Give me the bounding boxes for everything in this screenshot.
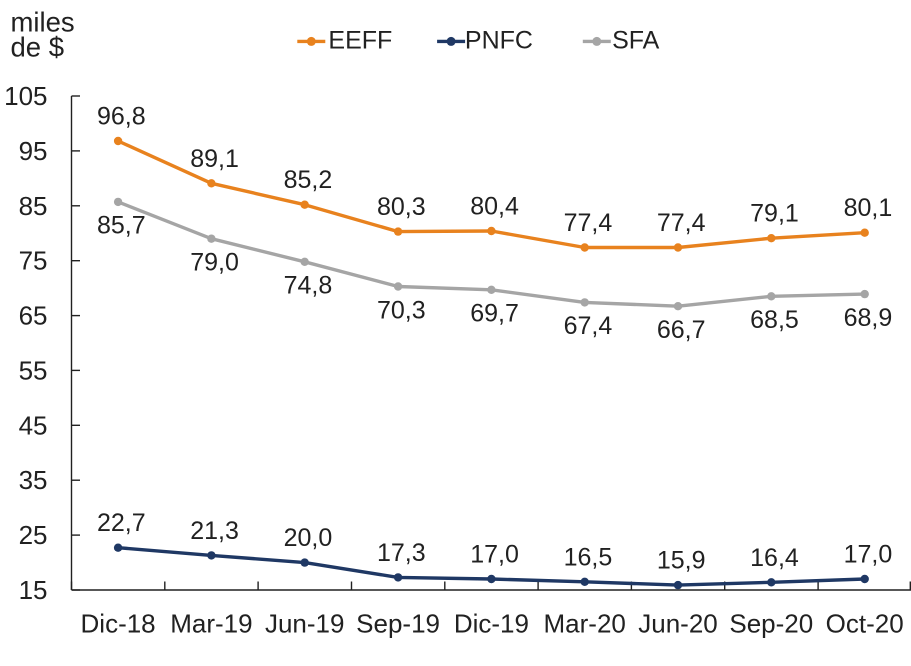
svg-text:Dic-19: Dic-19 — [454, 609, 529, 639]
svg-text:25: 25 — [19, 520, 48, 550]
svg-text:77,4: 77,4 — [564, 209, 613, 237]
svg-text:89,1: 89,1 — [190, 145, 239, 173]
svg-text:22,7: 22,7 — [97, 509, 146, 537]
svg-text:77,4: 77,4 — [657, 209, 706, 237]
svg-text:69,7: 69,7 — [470, 300, 519, 328]
svg-text:66,7: 66,7 — [657, 316, 706, 344]
svg-text:68,5: 68,5 — [750, 306, 799, 334]
svg-text:70,3: 70,3 — [377, 296, 426, 324]
svg-text:74,8: 74,8 — [284, 272, 333, 300]
svg-text:PNFC: PNFC — [465, 27, 533, 55]
svg-text:SFA: SFA — [612, 27, 660, 55]
svg-text:Mar-19: Mar-19 — [170, 609, 252, 639]
svg-text:17,0: 17,0 — [470, 541, 519, 569]
svg-text:EEFF: EEFF — [328, 27, 392, 55]
svg-text:75: 75 — [19, 246, 48, 276]
svg-text:85,2: 85,2 — [284, 166, 333, 194]
svg-text:80,4: 80,4 — [470, 193, 519, 221]
svg-text:21,3: 21,3 — [190, 517, 239, 545]
svg-text:68,9: 68,9 — [844, 304, 893, 332]
svg-text:20,0: 20,0 — [284, 524, 333, 552]
svg-text:16,4: 16,4 — [750, 544, 799, 572]
svg-text:79,0: 79,0 — [190, 249, 239, 277]
svg-text:95: 95 — [19, 136, 48, 166]
svg-text:miles: miles — [11, 6, 75, 37]
svg-text:80,3: 80,3 — [377, 193, 426, 221]
svg-text:Jun-20: Jun-20 — [638, 609, 718, 639]
svg-text:35: 35 — [19, 465, 48, 495]
svg-text:16,5: 16,5 — [564, 543, 613, 571]
svg-text:85,7: 85,7 — [97, 212, 146, 240]
svg-text:15,9: 15,9 — [657, 547, 706, 575]
svg-text:80,1: 80,1 — [844, 194, 893, 222]
svg-text:105: 105 — [4, 81, 47, 111]
svg-text:de $: de $ — [11, 32, 65, 63]
svg-text:55: 55 — [19, 355, 48, 385]
svg-text:Jun-19: Jun-19 — [265, 609, 345, 639]
svg-text:79,1: 79,1 — [750, 200, 799, 228]
svg-text:17,3: 17,3 — [377, 539, 426, 567]
svg-text:17,0: 17,0 — [844, 541, 893, 569]
svg-text:Oct-20: Oct-20 — [826, 609, 904, 639]
svg-text:Dic-18: Dic-18 — [81, 609, 156, 639]
svg-text:Sep-19: Sep-19 — [356, 609, 440, 639]
svg-text:15: 15 — [19, 575, 48, 605]
svg-text:85: 85 — [19, 191, 48, 221]
svg-text:96,8: 96,8 — [97, 103, 146, 131]
svg-text:Sep-20: Sep-20 — [729, 609, 813, 639]
svg-text:Mar-20: Mar-20 — [544, 609, 626, 639]
svg-text:45: 45 — [19, 410, 48, 440]
svg-text:65: 65 — [19, 301, 48, 331]
svg-text:67,4: 67,4 — [564, 312, 613, 340]
